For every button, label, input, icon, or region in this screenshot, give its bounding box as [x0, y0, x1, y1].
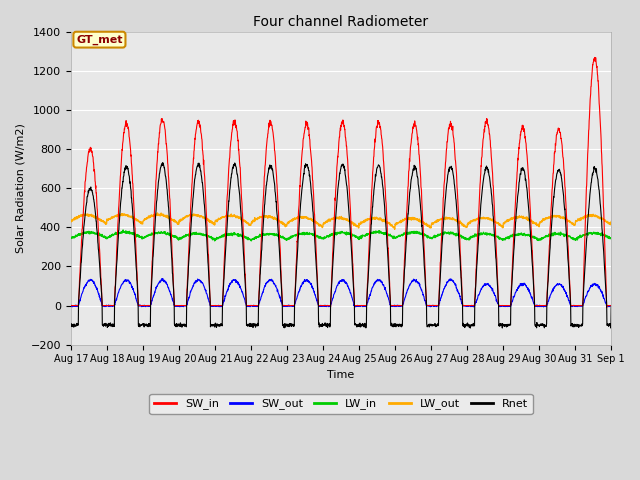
Text: GT_met: GT_met: [76, 35, 123, 45]
X-axis label: Time: Time: [327, 370, 355, 380]
Legend: SW_in, SW_out, LW_in, LW_out, Rnet: SW_in, SW_out, LW_in, LW_out, Rnet: [149, 394, 532, 414]
Y-axis label: Solar Radiation (W/m2): Solar Radiation (W/m2): [15, 123, 25, 253]
Title: Four channel Radiometer: Four channel Radiometer: [253, 15, 429, 29]
